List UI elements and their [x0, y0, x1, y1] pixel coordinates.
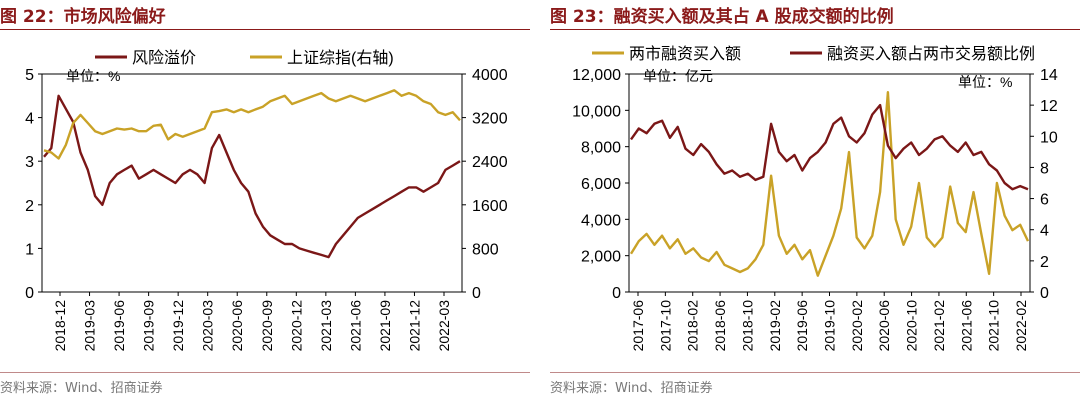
x-axis-tick-label: 2019-12 — [170, 300, 186, 352]
source-note: 资料来源：Wind、招商证券 — [0, 381, 163, 396]
x-axis-tick-label: 2019-06 — [111, 300, 127, 352]
left-axis-tick-label: 1 — [25, 241, 34, 258]
left-axis-tick-label: 0 — [25, 285, 34, 302]
x-axis-tick-label: 2020-12 — [288, 300, 304, 352]
right-axis-tick-label: 2 — [1040, 254, 1049, 271]
chart-panel-risk-appetite: 图 22：市场风险偏好 0 1 2 3 4 5 0 800 1600 2400 3200 4000 20… — [0, 0, 530, 406]
chart-risk-appetite: 0 1 2 3 4 5 0 800 1600 2400 3200 4000 2018-12 2019-03… — [25, 49, 508, 352]
series-line-right-axis — [43, 89, 461, 160]
x-axis-tick-label: 2021-06 — [958, 300, 974, 352]
left-axis-tick-label: 2,000 — [581, 249, 621, 266]
x-axis-tick-label: 2021-12 — [406, 300, 422, 352]
left-axis-tick-label: 4,000 — [581, 212, 621, 229]
x-axis-tick-label: 2019-09 — [141, 300, 157, 352]
right-axis-tick-label: 3200 — [472, 111, 508, 128]
plot-frame — [628, 73, 1031, 293]
x-axis-tick-label: 2021-06 — [347, 300, 363, 352]
x-axis-tick-label: 2020-10 — [904, 300, 920, 352]
chart-margin-financing: 0 2,000 4,000 6,000 8,000 10,000 12,000 0 2 4 6 8 10… — [572, 45, 1058, 352]
x-axis-tick-label: 2018-06 — [712, 300, 728, 352]
left-axis-tick-label: 8,000 — [581, 140, 621, 157]
chart-panel-margin-financing: 图 23：融资买入额及其占 A 股成交额的比例 0 2,000 4,000 6,000… — [550, 0, 1080, 406]
left-axis-tick-label: 12,000 — [572, 67, 621, 84]
x-axis-tick-label: 2022-03 — [436, 300, 452, 352]
x-axis-tick-label: 2018-10 — [739, 300, 755, 352]
plot-frame — [41, 73, 463, 293]
series-line-right-axis — [630, 103, 1029, 191]
x-axis-tick-label: 2020-06 — [229, 300, 245, 352]
right-axis-tick-label: 0 — [472, 285, 481, 302]
unit-label-left: 单位：亿元 — [643, 68, 713, 84]
x-axis-tick-label: 2019-06 — [794, 300, 810, 352]
right-axis-tick-label: 4000 — [472, 67, 508, 84]
x-axis-tick-label: 2022-02 — [1013, 300, 1029, 352]
x-axis-tick-label: 2021-03 — [318, 300, 334, 352]
left-axis-tick-label: 2 — [25, 198, 34, 215]
left-axis-tick-label: 6,000 — [581, 176, 621, 193]
series-line-left-axis — [629, 91, 1030, 277]
x-axis-tick-label: 2018-12 — [52, 300, 68, 352]
source-note: 资料来源：Wind、招商证券 — [550, 381, 713, 396]
x-axis-tick-label: 2021-09 — [377, 300, 393, 352]
x-axis-tick-label: 2020-09 — [259, 300, 275, 352]
right-axis-tick-label: 14 — [1040, 67, 1058, 84]
chart-title: 图 22：市场风险偏好 — [0, 7, 166, 27]
left-axis-tick-label: 0 — [612, 285, 621, 302]
legend-label: 风险溢价 — [132, 49, 196, 67]
footer-rule — [550, 372, 1080, 373]
right-axis-tick-label: 6 — [1040, 192, 1049, 209]
left-axis-tick-label: 5 — [25, 67, 34, 84]
right-axis-tick-label: 10 — [1040, 129, 1058, 146]
footer-rule — [0, 372, 530, 373]
left-axis-tick-label: 10,000 — [572, 103, 621, 120]
legend-label: 上证综指(右轴) — [287, 49, 394, 67]
right-axis-tick-label: 8 — [1040, 160, 1049, 177]
x-axis-tick-label: 2019-10 — [822, 300, 838, 352]
title-rule — [550, 29, 1080, 30]
x-axis-tick-label: 2017-10 — [657, 300, 673, 352]
x-axis-tick-label: 2021-10 — [986, 300, 1002, 352]
x-axis-tick-label: 2019-02 — [767, 300, 783, 352]
x-axis-tick-label: 2020-03 — [200, 300, 216, 352]
left-axis-tick-label: 4 — [25, 111, 34, 128]
legend-label: 融资买入额占两市交易额比例 — [827, 45, 1035, 63]
x-axis-tick-label: 2017-06 — [630, 300, 646, 352]
series-line-left-axis — [43, 94, 461, 259]
unit-label: 单位：% — [66, 68, 120, 84]
right-axis-tick-label: 12 — [1040, 98, 1058, 115]
left-axis-tick-label: 3 — [25, 154, 34, 171]
x-axis-tick-label: 2021-02 — [931, 300, 947, 352]
right-axis-tick-label: 2400 — [472, 154, 508, 171]
right-axis-tick-label: 0 — [1040, 285, 1049, 302]
unit-label-right: 单位：% — [958, 74, 1012, 90]
x-axis-tick-label: 2020-02 — [849, 300, 865, 352]
right-axis-tick-label: 1600 — [472, 198, 508, 215]
chart-title: 图 23：融资买入额及其占 A 股成交额的比例 — [550, 7, 894, 27]
right-axis-tick-label: 800 — [472, 241, 499, 258]
x-axis-tick-label: 2020-06 — [876, 300, 892, 352]
x-axis-tick-label: 2018-02 — [685, 300, 701, 352]
title-rule — [0, 29, 530, 30]
right-axis-tick-label: 4 — [1040, 223, 1049, 240]
legend-label: 两市融资买入额 — [629, 45, 741, 63]
x-axis-tick-label: 2019-03 — [82, 300, 98, 352]
